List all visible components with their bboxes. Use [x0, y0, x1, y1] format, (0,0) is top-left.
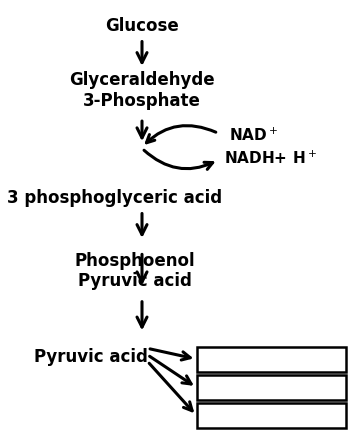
Text: Glucose: Glucose [105, 17, 179, 35]
Text: 3 phosphoglyceric acid: 3 phosphoglyceric acid [7, 189, 222, 207]
Text: NAD$^+$: NAD$^+$ [229, 127, 278, 144]
Text: Pyruvic acid: Pyruvic acid [34, 348, 148, 366]
Bar [197, 347, 346, 372]
Text: Phosphoenol
Pyruvic acid: Phosphoenol Pyruvic acid [75, 252, 195, 290]
Text: Glyceraldehyde
3-Phosphate: Glyceraldehyde 3-Phosphate [69, 71, 215, 110]
Bar [197, 375, 346, 400]
Text: NADH+ H$^+$: NADH+ H$^+$ [224, 150, 317, 167]
Bar [197, 403, 346, 428]
